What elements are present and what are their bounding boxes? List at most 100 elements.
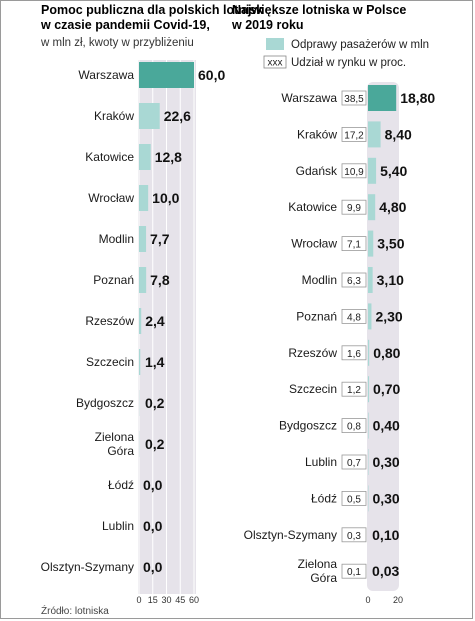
left-value-label-lublin: 0,0	[143, 518, 163, 534]
right-category-label-zielona-gora: Góra	[310, 571, 337, 585]
right-value-label-zielona-gora: 0,03	[372, 563, 399, 579]
right-share-label-lodz: 0,5	[347, 494, 361, 505]
left-category-label-lodz: Łódź	[108, 478, 134, 492]
left-value-label-modlin: 7,7	[150, 231, 170, 247]
left-category-label-wroclaw: Wrocław	[88, 191, 134, 205]
right-share-box-wroclaw	[341, 236, 367, 252]
left-category-label-katowice: Katowice	[85, 150, 134, 164]
right-share-box-gdansk	[341, 163, 367, 179]
legend-label-passengers: Odprawy pasażerów w mln	[291, 39, 429, 51]
left-value-label-katowice: 12,8	[155, 149, 182, 165]
right-share-label-zielona-gora: 0,1	[347, 567, 361, 578]
right-share-label-wroclaw: 7,1	[347, 240, 361, 251]
right-share-box-modlin	[341, 272, 367, 288]
right-chart-title-line-2: w 2019 roku	[231, 18, 304, 32]
right-category-label-modlin: Modlin	[302, 273, 337, 287]
right-value-label-rzeszow: 0,80	[373, 345, 400, 361]
left-value-label-wroclaw: 10,0	[152, 190, 179, 206]
left-bar-poznan	[139, 267, 147, 293]
left-category-label-szczecin: Szczecin	[86, 355, 134, 369]
right-category-label-poznan: Poznań	[296, 309, 337, 323]
right-share-label-gdansk: 10,9	[344, 167, 364, 178]
right-bar-modlin	[368, 267, 373, 293]
right-bar-rzeszow	[368, 339, 370, 366]
left-category-label-poznan: Poznań	[93, 273, 134, 287]
right-value-label-modlin: 3,10	[377, 272, 404, 288]
right-category-label-olsztyn-szymany: Olsztyn-Szymany	[244, 528, 337, 542]
right-category-label-lodz: Łódź	[311, 491, 337, 505]
left-chart-title-line-2: w czasie pandemii Covid-19,	[40, 18, 210, 32]
left-category-label-warszawa: Warszawa	[78, 68, 134, 82]
right-share-label-warszawa: 38,5	[344, 94, 364, 105]
left-bar-modlin	[139, 226, 147, 252]
right-value-label-poznan: 2,30	[375, 308, 402, 324]
right-category-label-krakow: Kraków	[297, 127, 337, 141]
right-chart-x-axis: 0 20	[365, 595, 403, 605]
right-share-label-katowice: 9,9	[347, 203, 361, 214]
left-bar-warszawa	[139, 62, 194, 88]
left-category-label-krakow: Kraków	[94, 109, 134, 123]
right-bar-szczecin	[368, 376, 370, 403]
right-bar-gdansk	[368, 157, 377, 184]
right-value-label-lublin: 0,30	[372, 454, 399, 470]
left-category-label-rzeszow: Rzeszów	[85, 314, 134, 328]
legend-swatch-passengers	[266, 38, 284, 50]
right-share-box-olsztyn-szymany	[341, 527, 367, 543]
right-share-box-katowice	[341, 199, 367, 215]
left-value-label-warszawa: 60,0	[198, 67, 225, 83]
right-category-label-bydgoszcz: Bydgoszcz	[279, 419, 337, 433]
right-share-label-modlin: 6,3	[347, 276, 361, 287]
left-chart-x-axis: 0 15 30 45 60	[136, 595, 199, 605]
right-bar-wroclaw	[368, 230, 374, 257]
left-x-tick-label: 30	[161, 595, 171, 605]
right-value-label-bydgoszcz: 0,40	[373, 418, 400, 434]
left-x-tick-label: 0	[136, 595, 141, 605]
right-value-label-gdansk: 5,40	[380, 163, 407, 179]
right-value-label-warszawa: 18,80	[400, 90, 435, 106]
source-note: Źródło: lotniska	[41, 604, 109, 617]
right-category-label-zielona-gora: Zielona	[298, 557, 338, 571]
left-bar-wroclaw	[139, 185, 149, 211]
left-bar-rzeszow	[139, 308, 142, 334]
left-value-label-krakow: 22,6	[164, 108, 191, 124]
left-value-label-rzeszow: 2,4	[145, 313, 165, 329]
right-category-label-wroclaw: Wrocław	[291, 237, 337, 251]
right-bar-poznan	[368, 303, 372, 330]
right-category-label-lublin: Lublin	[305, 455, 337, 469]
left-value-label-poznan: 7,8	[150, 272, 170, 288]
right-share-box-warszawa	[341, 90, 367, 106]
right-bar-krakow	[368, 121, 381, 148]
left-x-tick-label: 45	[175, 595, 185, 605]
right-chart-legend: Odprawy pasażerów w mln xxx Udział w ryn…	[263, 38, 429, 69]
left-value-label-szczecin: 1,4	[145, 354, 165, 370]
right-share-box-lodz	[341, 490, 367, 506]
right-bar-katowice	[368, 194, 376, 221]
left-bar-krakow	[139, 103, 160, 129]
left-bar-katowice	[139, 144, 151, 170]
right-share-label-szczecin: 1,2	[347, 385, 361, 396]
right-chart-largest-airports: Największe lotniska w Polsce w 2019 roku…	[231, 3, 435, 605]
left-value-label-zielona-gora: 0,2	[145, 436, 165, 452]
left-value-label-olsztyn-szymany: 0,0	[143, 559, 163, 575]
left-category-label-zielona-gora: Góra	[107, 444, 134, 458]
left-chart-bars: Warszawa 60,0 Kraków 22,6 Katowice 12,8 Wrocła…	[41, 62, 225, 575]
left-chart-title-line-1: Pomoc publiczna dla polskich lotnisk	[41, 3, 263, 17]
right-share-label-lublin: 0,7	[347, 458, 361, 469]
left-value-label-bydgoszcz: 0,2	[145, 395, 165, 411]
right-share-box-bydgoszcz	[341, 418, 367, 434]
right-share-box-szczecin	[341, 381, 367, 397]
left-category-label-modlin: Modlin	[99, 232, 134, 246]
right-value-label-katowice: 4,80	[379, 199, 406, 215]
left-x-tick-label: 60	[189, 595, 199, 605]
right-bar-warszawa	[368, 85, 397, 111]
right-value-label-lodz: 0,30	[372, 490, 399, 506]
right-category-label-szczecin: Szczecin	[289, 382, 337, 396]
left-chart-public-aid: Pomoc publiczna dla polskich lotnisk w c…	[40, 3, 263, 605]
right-share-label-bydgoszcz: 0,8	[347, 422, 361, 433]
right-category-label-warszawa: Warszawa	[281, 91, 337, 105]
right-share-label-krakow: 17,2	[344, 130, 364, 141]
left-chart-subtitle: w mln zł, kwoty w przybliżeniu	[40, 37, 194, 49]
legend-box-text: xxx	[268, 58, 283, 69]
